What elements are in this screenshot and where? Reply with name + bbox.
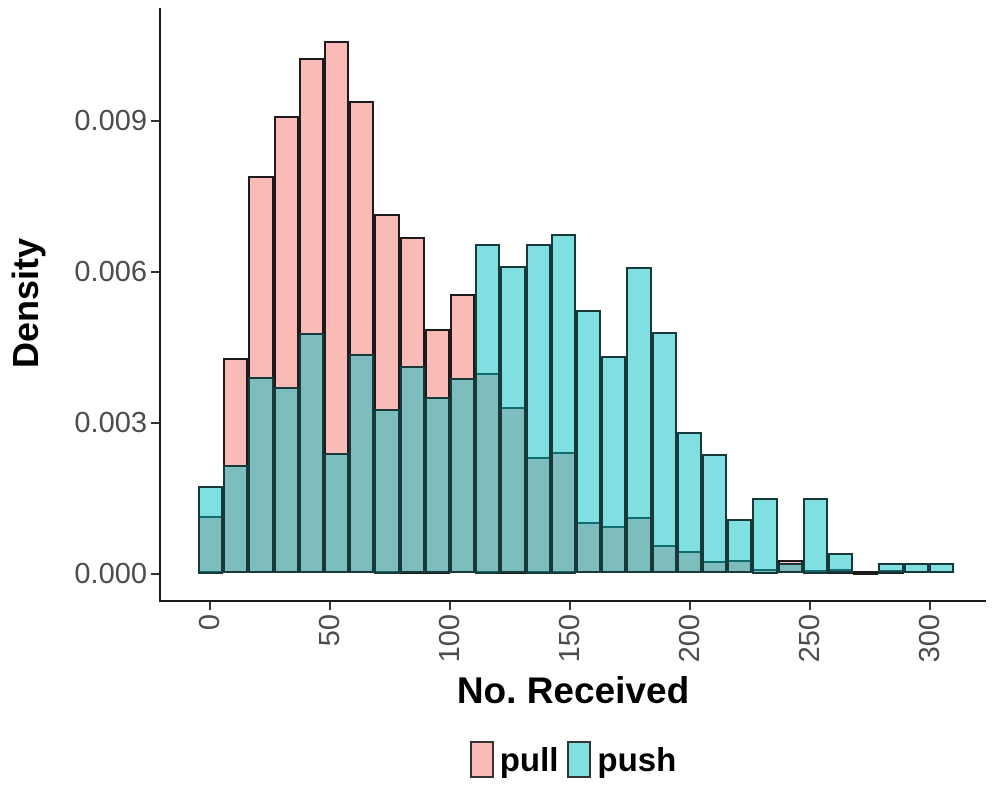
- x-tick: [569, 602, 571, 610]
- legend-label-push: push: [597, 740, 677, 778]
- push-bar: [198, 486, 224, 574]
- push-bar: [727, 519, 753, 574]
- push-bar: [298, 332, 324, 574]
- legend-label-pull: pull: [499, 740, 559, 778]
- y-tick: [151, 422, 159, 424]
- legend-entry-push: push: [567, 740, 677, 778]
- x-tick: [689, 602, 691, 610]
- push-bar: [550, 234, 576, 574]
- y-tick-label: 0.000: [74, 558, 147, 590]
- push-bar: [752, 497, 778, 574]
- x-tick-label: 50: [314, 614, 346, 647]
- push-bar: [500, 265, 526, 574]
- x-tick-label: 250: [794, 614, 826, 663]
- push-bar: [576, 310, 602, 574]
- pull-swatch-icon: [469, 740, 494, 778]
- push-bar: [651, 332, 677, 574]
- push-bar: [324, 453, 350, 574]
- x-tick: [209, 602, 211, 610]
- y-tick: [151, 271, 159, 273]
- y-axis-title: Density: [5, 237, 46, 369]
- x-tick-label: 0: [194, 614, 226, 631]
- push-bar: [828, 552, 854, 574]
- pull-bar: [853, 570, 879, 575]
- push-bar: [248, 376, 274, 574]
- x-tick-label: 150: [554, 614, 586, 663]
- x-axis-line: [159, 600, 986, 602]
- push-bar: [676, 431, 702, 574]
- push-bar: [525, 244, 551, 574]
- x-tick-label: 300: [914, 614, 946, 663]
- y-tick-label: 0.006: [74, 256, 147, 288]
- push-bar: [601, 356, 627, 574]
- x-tick-label: 100: [434, 614, 466, 663]
- legend-entry-pull: pull: [469, 740, 559, 778]
- legend: pull push: [161, 737, 985, 781]
- push-bar: [223, 464, 249, 574]
- x-tick: [449, 602, 451, 610]
- y-tick-label: 0.009: [74, 105, 147, 137]
- x-tick-label: 200: [674, 614, 706, 663]
- y-tick-label: 0.003: [74, 407, 147, 439]
- push-bar: [928, 563, 954, 574]
- y-axis-line: [159, 8, 161, 602]
- push-bar: [450, 377, 476, 574]
- x-tick: [329, 602, 331, 610]
- y-tick: [151, 120, 159, 122]
- push-bar: [475, 244, 501, 574]
- push-bar: [802, 497, 828, 574]
- push-bar: [424, 397, 450, 574]
- push-bar: [349, 354, 375, 574]
- push-bar: [626, 267, 652, 574]
- push-bar: [702, 453, 728, 574]
- push-bar: [273, 387, 299, 574]
- push-bar: [903, 563, 929, 574]
- x-tick: [929, 602, 931, 610]
- push-bar: [399, 365, 425, 574]
- push-bar: [374, 409, 400, 574]
- push-bar: [777, 563, 803, 574]
- push-swatch-icon: [567, 740, 592, 778]
- y-tick: [151, 573, 159, 575]
- push-bar: [878, 563, 904, 574]
- x-tick: [809, 602, 811, 610]
- x-axis-title: No. Received: [456, 670, 690, 711]
